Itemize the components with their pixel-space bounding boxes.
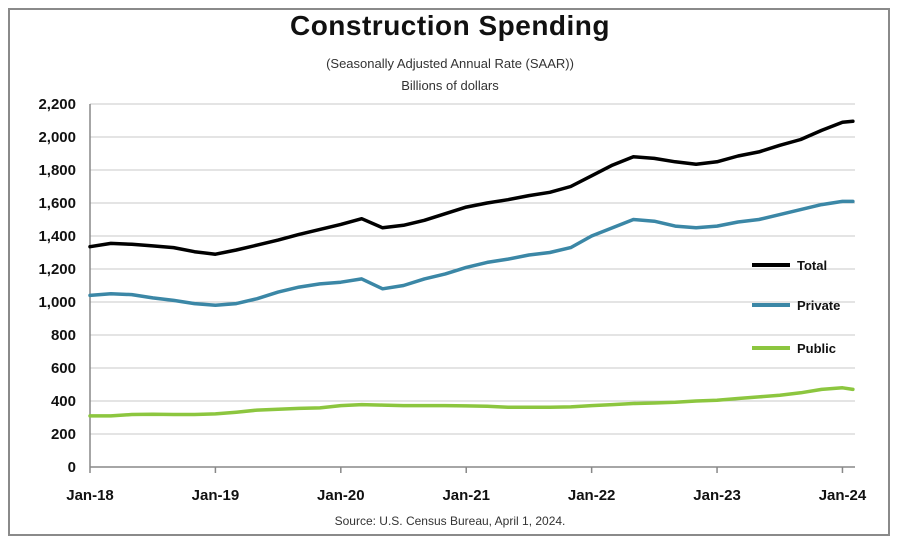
series-line-total: [88, 119, 855, 256]
legend-label-public: Public: [797, 341, 836, 356]
y-tick-label: 1,800: [38, 162, 76, 179]
y-tick-label: 0: [68, 459, 76, 476]
chart-title: Construction Spending: [289, 10, 611, 41]
series-line-private: [88, 199, 855, 308]
y-tick-label: 1,200: [38, 261, 76, 278]
y-tick-label: 1,400: [38, 228, 76, 245]
y-tick-label: 2,000: [38, 129, 76, 146]
y-tick-label: 600: [51, 360, 76, 377]
x-tick-label: Jan-22: [568, 487, 616, 504]
y-tick-label: 1,000: [38, 294, 76, 311]
series-line-public: [88, 386, 855, 418]
chart-units-label: Billions of dollars: [401, 78, 499, 93]
x-tick-label: Jan-21: [442, 487, 490, 504]
y-tick-label: 2,200: [38, 96, 76, 113]
x-tick-label: Jan-19: [192, 487, 240, 504]
x-tick-label: Jan-20: [317, 487, 365, 504]
y-tick-label: 800: [51, 327, 76, 344]
legend-label-total: Total: [797, 258, 827, 273]
legend-label-private: Private: [797, 298, 840, 313]
chart-subtitle: (Seasonally Adjusted Annual Rate (SAAR)): [326, 56, 574, 71]
y-tick-label: 400: [51, 393, 76, 410]
x-tick-label: Jan-18: [66, 487, 114, 504]
x-tick-label: Jan-24: [819, 487, 867, 504]
chart-source: Source: U.S. Census Bureau, April 1, 202…: [334, 514, 566, 528]
y-tick-label: 200: [51, 426, 76, 443]
x-tick-label: Jan-23: [693, 487, 741, 504]
y-tick-label: 1,600: [38, 195, 76, 212]
